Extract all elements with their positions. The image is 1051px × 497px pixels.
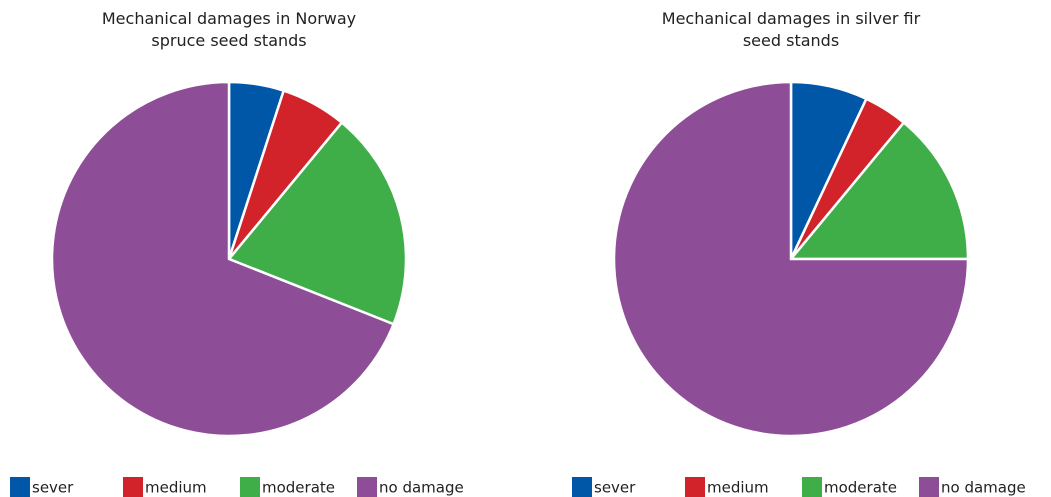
legend-label: no damage <box>379 479 464 497</box>
chart-title: Mechanical damages in Norway spruce seed… <box>101 9 357 50</box>
legend-label: moderate <box>824 479 897 497</box>
legend-label: moderate <box>262 479 335 497</box>
legend-label: no damage <box>941 479 1026 497</box>
legend-swatch <box>572 477 592 497</box>
legend-swatch <box>240 477 260 497</box>
legend-label: sever <box>32 479 74 497</box>
pie-slice <box>226 120 408 326</box>
pie-slice <box>788 120 970 261</box>
legend-swatch <box>123 477 143 497</box>
legend-swatch <box>10 477 30 497</box>
pie-slice <box>50 80 396 438</box>
chart-title: Mechanical damages in silver fir seed st… <box>661 9 921 50</box>
legend-label: medium <box>145 479 207 497</box>
legend-swatch <box>685 477 705 497</box>
legend-swatch <box>919 477 939 497</box>
legend-swatch <box>357 477 377 497</box>
legend-label: medium <box>707 479 769 497</box>
pie-slice <box>612 80 970 438</box>
legend-label: sever <box>594 479 636 497</box>
legend-swatch <box>802 477 822 497</box>
